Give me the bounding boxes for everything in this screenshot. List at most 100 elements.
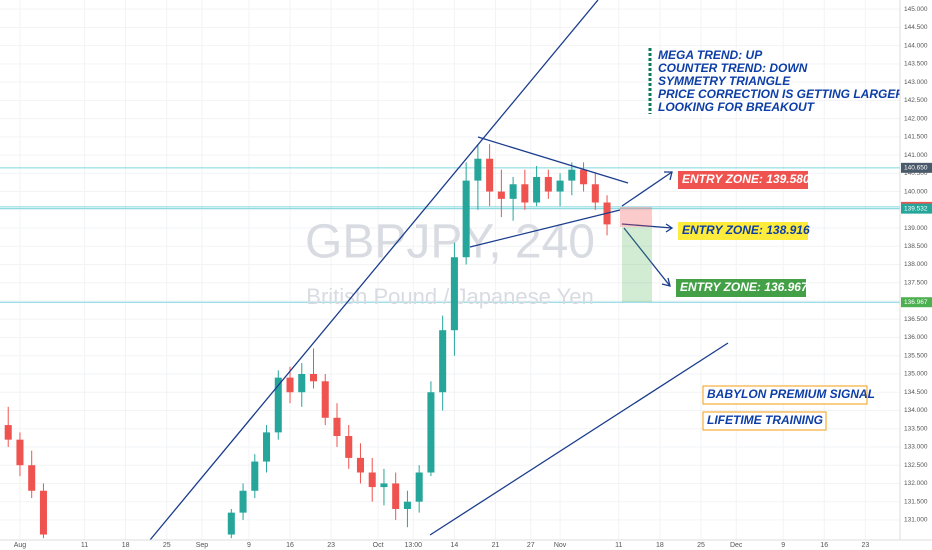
- x-tick-label: 14: [451, 542, 459, 549]
- y-tick-label: 144.500: [904, 24, 928, 31]
- note: PRICE CORRECTION IS GETTING LARGER: [658, 87, 904, 101]
- y-tick-label: 143.500: [904, 61, 928, 68]
- entry-box: [678, 171, 808, 189]
- x-tick-label: 25: [697, 542, 705, 549]
- y-tick-label: 134.500: [904, 389, 928, 396]
- candle-body: [509, 184, 517, 199]
- candle-body: [263, 432, 271, 462]
- candle-body: [345, 436, 353, 458]
- y-tick-label: 134.000: [904, 407, 928, 414]
- y-tick-label: 138.000: [904, 261, 928, 268]
- candle-body: [533, 176, 541, 203]
- note: LOOKING FOR BREAKOUT: [658, 100, 816, 114]
- stop-zone: [620, 207, 652, 227]
- promo: BABYLON PREMIUM SIGNAL: [707, 387, 875, 401]
- candle-body: [392, 483, 400, 509]
- candle-body: [227, 512, 235, 535]
- price-badge: [901, 162, 932, 173]
- candle-body: [298, 373, 306, 393]
- entry-zone: ENTRY ZONE: 139.580: [682, 172, 810, 186]
- x-tick-label: 11: [81, 542, 88, 549]
- target-zone: [622, 227, 652, 302]
- x-tick-label: 23: [327, 542, 335, 549]
- x-tick-label: 13:00: [405, 542, 423, 549]
- candle-body: [16, 439, 24, 466]
- note: SYMMETRY TRIANGLE: [658, 74, 791, 88]
- y-tick-label: 144.000: [904, 42, 928, 49]
- candle-body: [474, 158, 482, 181]
- note: COUNTER TREND: DOWN: [658, 61, 808, 75]
- x-tick-label: 16: [820, 542, 828, 549]
- y-tick-label: 133.000: [904, 444, 928, 451]
- y-tick-label: 131.500: [904, 498, 928, 505]
- x-tick-label: 16: [286, 542, 294, 549]
- arrow-head: [664, 171, 673, 181]
- triangle-line: [477, 136, 629, 184]
- y-tick-label: 136.500: [904, 316, 928, 323]
- candle-body: [462, 180, 470, 258]
- candle-body: [450, 257, 458, 331]
- candle-body: [544, 176, 552, 192]
- promo-box: [702, 385, 868, 405]
- arrow: [621, 223, 673, 229]
- watermark-subtitle: British Pound / Japanese Yen: [306, 284, 593, 309]
- arrow-head: [665, 223, 674, 233]
- x-tick-label: Sep: [196, 542, 209, 549]
- candle-body: [415, 472, 423, 502]
- y-tick-label: 141.500: [904, 134, 928, 141]
- y-tick-label: 133.500: [904, 425, 928, 432]
- x-tick-label: 23: [861, 542, 869, 549]
- x-tick-label: 9: [247, 542, 251, 549]
- x-tick-label: 9: [781, 542, 785, 549]
- entry-box: [678, 222, 808, 240]
- drawings: [149, 0, 729, 541]
- x-tick-label: Oct: [373, 542, 384, 549]
- y-tick-label: 143.000: [904, 79, 928, 86]
- candle-body: [356, 457, 364, 473]
- candle-body: [4, 425, 12, 440]
- axes: 131.000 131.500 132.000 132.500 133.000 133.5…: [14, 6, 932, 549]
- candle-body: [439, 330, 447, 393]
- y-tick-label: 139.000: [904, 225, 928, 232]
- candle-body: [380, 483, 388, 488]
- price-badge: [901, 203, 932, 214]
- candle-body: [286, 377, 294, 393]
- triangle-line: [469, 209, 621, 248]
- y-tick-label: 131.000: [904, 517, 928, 524]
- candle-body: [28, 465, 36, 491]
- x-tick-label: 27: [527, 542, 535, 549]
- price-axis: [900, 0, 932, 550]
- candle-body: [486, 158, 494, 192]
- y-tick-label: 142.000: [904, 115, 928, 122]
- candle-body: [556, 180, 564, 192]
- x-tick-label: 18: [122, 542, 130, 549]
- price-badge-label: 140.650: [904, 165, 928, 172]
- x-tick-label: 25: [163, 542, 171, 549]
- candle-body: [239, 490, 247, 513]
- candle-body: [568, 169, 576, 181]
- entry-box: [676, 279, 806, 297]
- y-tick-label: 138.500: [904, 243, 928, 250]
- entry-zone: ENTRY ZONE: 138.916: [682, 223, 810, 237]
- note: MEGA TREND: UP: [658, 48, 763, 62]
- watermark: GBPJPY, 240: [305, 216, 595, 269]
- candle-body: [497, 191, 505, 199]
- candle-body: [521, 184, 529, 203]
- arrow: [623, 227, 671, 287]
- x-tick-label: 11: [615, 542, 622, 549]
- x-tick-label: Dec: [730, 542, 743, 549]
- candle-body: [39, 490, 47, 535]
- arrow-head: [661, 277, 671, 287]
- trend-line: [429, 342, 729, 536]
- y-tick-label: 135.500: [904, 352, 928, 359]
- candles: [4, 144, 611, 539]
- y-tick-label: 135.000: [904, 371, 928, 378]
- y-tick-label: 137.500: [904, 279, 928, 286]
- y-tick-label: 140.500: [904, 170, 928, 177]
- arrow: [621, 171, 673, 207]
- price-badge: [901, 297, 932, 308]
- candle-body: [321, 381, 329, 418]
- y-tick-label: 141.000: [904, 152, 928, 159]
